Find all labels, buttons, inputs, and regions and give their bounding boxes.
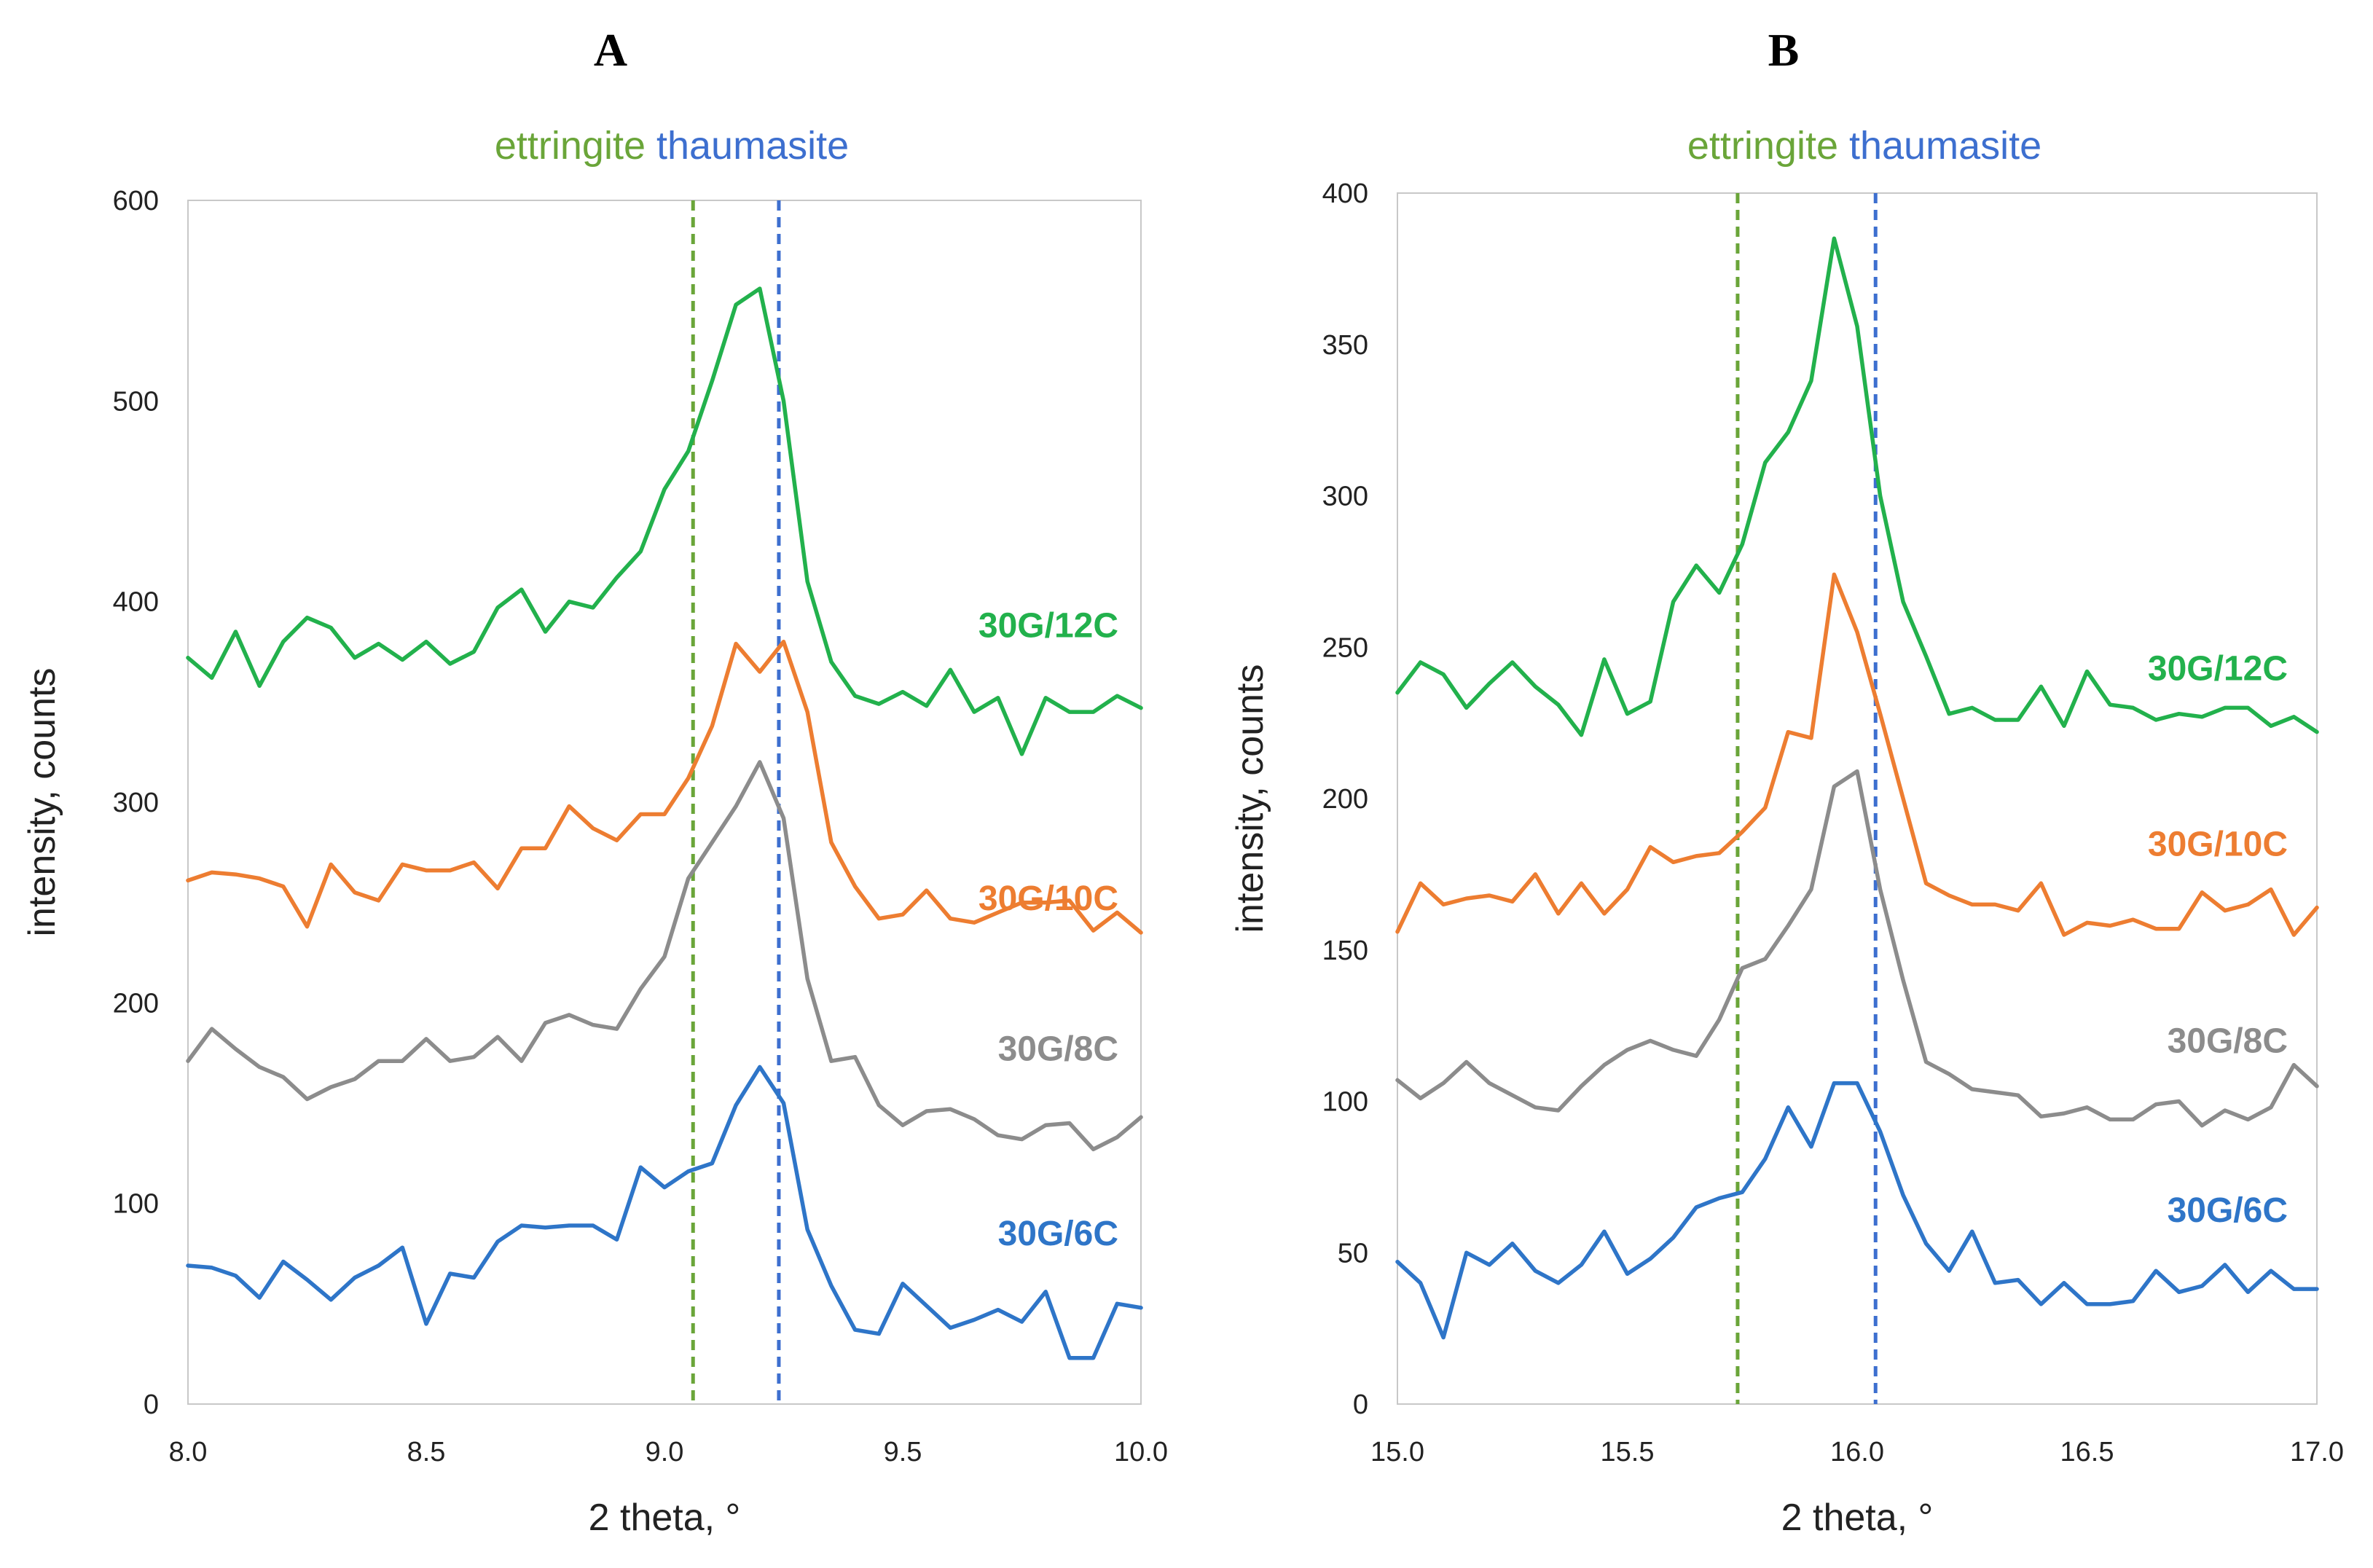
panel-a-y-tick-label: 500 [113,386,159,417]
panel-b-x-tick-label: 16.5 [2060,1437,2114,1467]
panel-a-plot-frame [187,200,1142,1405]
panel-b-y-tick-label: 200 [1322,784,1368,815]
panel-a-series-line-30g-10c [186,639,1143,935]
panel-b-plot-frame [1397,192,2318,1405]
panel-a-x-tick-label: 10.0 [1114,1437,1168,1467]
panel-a-x-axis-title: 2 theta, ° [589,1497,741,1539]
panel-b-y-tick-label: 300 [1322,482,1368,512]
panel-a-y-tick-label: 100 [113,1189,159,1220]
panel-a-y-axis-title: intensity, counts [21,667,63,936]
panel-b-letter: B [1768,24,1800,76]
panel-a-series-label-30g-6c: 30G/6C [998,1215,1118,1253]
panel-b-y-tick-label: 50 [1338,1238,1368,1269]
panel-b-series-line-30g-12c [1395,236,2319,737]
panel-a-x-tick-label: 8.0 [169,1437,208,1467]
panel-b-y-tick-label: 150 [1322,936,1368,966]
panel-b-reference-labels: ettringite thaumasite [1687,124,2041,168]
panel-b: B 0 50 100 150 200 250 300 350 400 15.0 15.5 16.0 16… [1229,24,2344,1539]
panel-b-plot: 0 50 100 150 200 250 300 350 400 15.0 15.5 16.0 16.5… [1229,124,2344,1539]
panel-b-y-tick-label: 400 [1322,179,1368,209]
panel-a-series-line-30g-8c [186,760,1143,1152]
panel-b-series-label-30g-6c: 30G/6C [2168,1191,2288,1230]
panel-b-series-line-30g-10c [1395,572,2319,937]
panel-b-series-line-30g-6c [1395,1081,2319,1340]
panel-b-x-tick-label: 15.0 [1370,1437,1424,1467]
panel-b-series-label-30g-8c: 30G/8C [2168,1022,2288,1060]
panel-a-y-tick-label: 400 [113,587,159,618]
panel-a-plot: 0 100 200 300 400 500 600 8.0 8.5 9.0 9.5 10.0 inten… [21,124,1168,1539]
panel-b-y-tick-label: 100 [1322,1087,1368,1118]
panel-a-x-tick-label: 8.5 [407,1437,446,1467]
panel-a: A 0 100 200 300 400 500 600 8.0 8.5 9.0 9.5 10.0 int… [21,24,1168,1539]
panel-b-series-line-30g-8c [1395,769,2319,1128]
panel-a-thaumasite-label: thaumasite [646,124,849,168]
panel-a-x-tick-label: 9.0 [646,1437,684,1467]
panel-b-x-axis-title: 2 theta, ° [1781,1497,1934,1539]
panel-b-series-label-30g-10c: 30G/10C [2148,825,2288,863]
panel-b-x-tick-label: 16.0 [1830,1437,1884,1467]
panel-a-y-tick-label: 600 [113,186,159,216]
panel-b-x-tick-label: 17.0 [2290,1437,2344,1467]
panel-a-letter: A [594,24,627,76]
panel-a-x-tick-label: 9.5 [884,1437,922,1467]
panel-b-ettringite-label: ettringite [1687,124,1838,168]
panel-b-thaumasite-label: thaumasite [1838,124,2041,168]
panel-a-ettringite-label: ettringite [495,124,646,168]
panel-a-series-line-30g-6c [186,1065,1143,1360]
panel-b-y-tick-label: 0 [1353,1389,1368,1420]
panel-b-y-tick-label: 250 [1322,632,1368,663]
panel-a-series-line-30g-12c [186,286,1143,756]
panel-b-y-axis-title: intensity, counts [1229,664,1271,933]
panel-b-x-tick-label: 15.5 [1601,1437,1655,1467]
panel-a-y-tick-label: 0 [144,1389,159,1420]
panel-a-y-tick-label: 300 [113,788,159,818]
panel-b-series-label-30g-12c: 30G/12C [2148,649,2288,688]
panel-a-reference-labels: ettringite thaumasite [495,124,849,168]
panel-a-y-tick-label: 200 [113,988,159,1019]
panel-a-series-label-30g-8c: 30G/8C [998,1030,1118,1069]
panel-b-y-tick-label: 350 [1322,330,1368,361]
panel-a-series-label-30g-10c: 30G/10C [978,879,1118,918]
panel-a-series-label-30g-12c: 30G/12C [978,607,1118,646]
